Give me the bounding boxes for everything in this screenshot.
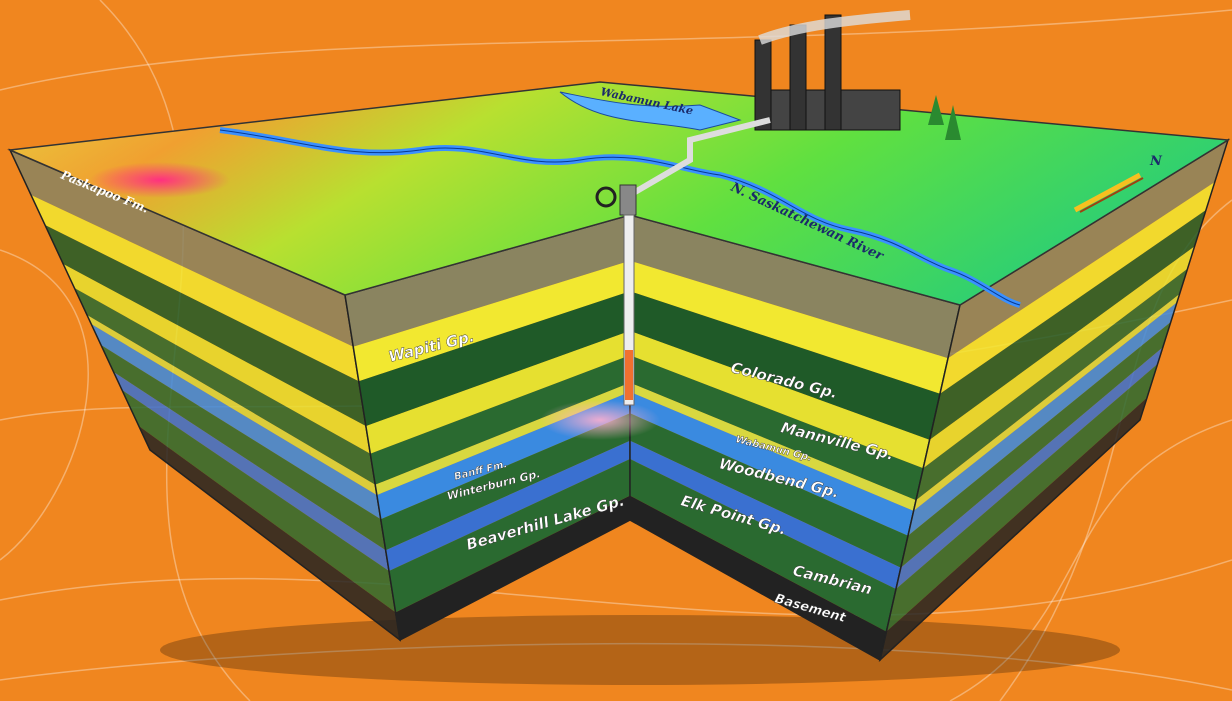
stratum xyxy=(91,324,381,520)
river-edge xyxy=(219,129,1021,306)
stratum xyxy=(929,210,1206,440)
pipeline xyxy=(628,117,771,198)
stratum xyxy=(630,440,901,589)
stratum xyxy=(923,246,1195,469)
lake xyxy=(559,91,742,131)
stratum xyxy=(940,182,1215,394)
stratum xyxy=(113,372,389,571)
stratum xyxy=(630,391,914,536)
stratum xyxy=(353,260,630,382)
stratum xyxy=(630,291,940,440)
stratum xyxy=(370,355,630,485)
stratum xyxy=(908,302,1177,536)
stratum xyxy=(10,150,354,347)
north-label: N xyxy=(1149,154,1163,169)
stratum xyxy=(630,382,916,511)
stratum xyxy=(880,397,1148,660)
stratum xyxy=(385,440,630,571)
hotspot xyxy=(90,162,230,198)
stratum xyxy=(63,264,371,454)
stratum xyxy=(45,225,366,427)
stratum xyxy=(630,355,924,501)
stratum xyxy=(101,345,386,551)
stratum xyxy=(900,322,1171,568)
stratum xyxy=(31,195,359,382)
stratum xyxy=(913,294,1180,511)
stratum xyxy=(389,459,630,613)
stratum xyxy=(138,426,401,640)
stratum xyxy=(630,495,887,660)
stratum xyxy=(365,330,630,454)
stratum xyxy=(87,315,377,496)
stratum xyxy=(630,459,896,632)
top-surface xyxy=(7,81,1231,306)
well xyxy=(595,184,637,406)
stratum xyxy=(630,413,908,568)
stratum xyxy=(74,288,376,485)
stratum xyxy=(896,347,1163,589)
stratum xyxy=(916,268,1188,501)
power-plant xyxy=(754,10,961,140)
stratum xyxy=(886,364,1158,632)
stratum xyxy=(630,215,960,359)
north-arrow: N xyxy=(1073,154,1163,213)
stratum xyxy=(122,390,396,613)
shadow xyxy=(160,615,1120,685)
stratum xyxy=(358,291,630,427)
stratum xyxy=(630,260,948,394)
stratum xyxy=(395,495,630,640)
co2-plume xyxy=(540,400,660,440)
stratum xyxy=(345,215,630,347)
stratum xyxy=(630,330,930,469)
stratum xyxy=(380,413,630,551)
